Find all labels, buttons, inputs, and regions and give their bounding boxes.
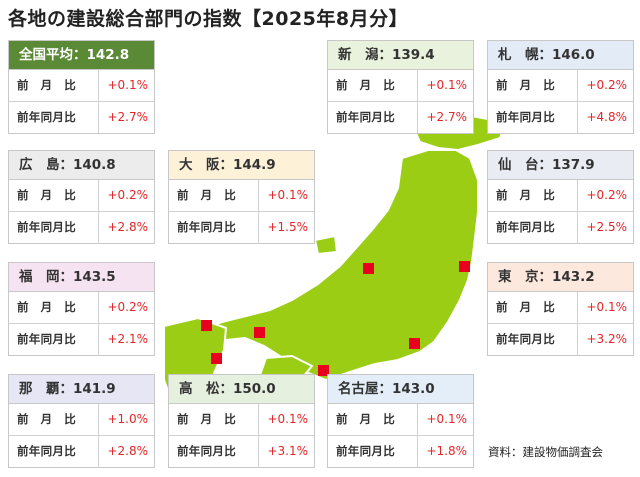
year-over-year-row: 前年同月比 +3.1% — [169, 436, 314, 467]
row-label: 前 月 比 — [9, 404, 99, 435]
year-over-year-row: 前年同月比 +2.1% — [9, 324, 154, 355]
change-value: +0.1% — [267, 412, 308, 426]
region-card-header: 新 潟：139.4 — [328, 41, 473, 70]
row-label: 前年同月比 — [488, 324, 578, 355]
city-marker-niigata — [363, 263, 374, 274]
region-card-header: 高 松：150.0 — [169, 375, 314, 404]
change-value: +4.8% — [586, 110, 627, 124]
city-marker-nagoya — [318, 365, 329, 376]
region-card-header: 全国平均：142.8 — [9, 41, 154, 70]
month-over-month-row: 前 月 比 +0.1% — [169, 180, 314, 212]
region-card-osaka: 大 阪：144.9 前 月 比 +0.1% 前年同月比 +1.5% — [168, 150, 315, 244]
month-over-month-row: 前 月 比 +0.1% — [328, 404, 473, 436]
region-card-header: 広 島：140.8 — [9, 151, 154, 180]
change-value: +0.1% — [426, 412, 467, 426]
region-card-fukuoka: 福 岡：143.5 前 月 比 +0.2% 前年同月比 +2.1% — [8, 262, 155, 356]
year-over-year-row: 前年同月比 +1.8% — [328, 436, 473, 467]
region-card-naha: 那 覇：141.9 前 月 比 +1.0% 前年同月比 +2.8% — [8, 374, 155, 468]
change-value: +2.1% — [107, 332, 148, 346]
month-over-month-row: 前 月 比 +1.0% — [9, 404, 154, 436]
region-card-header: 名古屋：143.0 — [328, 375, 473, 404]
change-value: +0.1% — [107, 78, 148, 92]
row-label: 前年同月比 — [488, 212, 578, 243]
row-label: 前年同月比 — [9, 102, 99, 133]
year-over-year-row: 前年同月比 +3.2% — [488, 324, 633, 355]
row-label: 前 月 比 — [488, 70, 578, 101]
row-label: 前 月 比 — [9, 70, 99, 101]
region-card-takamatsu: 高 松：150.0 前 月 比 +0.1% 前年同月比 +3.1% — [168, 374, 315, 468]
row-label: 前 月 比 — [169, 180, 259, 211]
change-value: +0.2% — [586, 78, 627, 92]
change-value: +2.7% — [426, 110, 467, 124]
city-marker-sapporo — [459, 261, 470, 272]
change-value: +0.2% — [586, 188, 627, 202]
month-over-month-row: 前 月 比 +0.1% — [169, 404, 314, 436]
row-label: 前年同月比 — [488, 102, 578, 133]
city-marker-tokyo — [409, 338, 420, 349]
year-over-year-row: 前年同月比 +2.5% — [488, 212, 633, 243]
row-label: 前年同月比 — [328, 436, 418, 467]
change-value: +0.1% — [426, 78, 467, 92]
change-value: +2.5% — [586, 220, 627, 234]
source-note: 資料：建設物価調査会 — [488, 445, 603, 459]
change-value: +2.8% — [107, 220, 148, 234]
city-marker-fukuoka — [211, 353, 222, 364]
change-value: +3.2% — [586, 332, 627, 346]
row-label: 前 月 比 — [328, 404, 418, 435]
year-over-year-row: 前年同月比 +2.7% — [9, 102, 154, 133]
region-card-header: 那 覇：141.9 — [9, 375, 154, 404]
change-value: +0.1% — [267, 188, 308, 202]
month-over-month-row: 前 月 比 +0.2% — [9, 292, 154, 324]
month-over-month-row: 前 月 比 +0.2% — [488, 180, 633, 212]
row-label: 前 月 比 — [9, 292, 99, 323]
sado-shape — [314, 235, 338, 255]
year-over-year-row: 前年同月比 +1.5% — [169, 212, 314, 243]
change-value: +0.1% — [586, 300, 627, 314]
region-card-hiroshima: 広 島：140.8 前 月 比 +0.2% 前年同月比 +2.8% — [8, 150, 155, 244]
change-value: +1.5% — [267, 220, 308, 234]
region-card-header: 大 阪：144.9 — [169, 151, 314, 180]
change-value: +1.0% — [107, 412, 148, 426]
city-marker-osaka — [254, 327, 265, 338]
year-over-year-row: 前年同月比 +4.8% — [488, 102, 633, 133]
region-card-tokyo: 東 京：143.2 前 月 比 +0.1% 前年同月比 +3.2% — [487, 262, 634, 356]
row-label: 前 月 比 — [488, 292, 578, 323]
row-label: 前年同月比 — [169, 212, 259, 243]
region-card-header: 東 京：143.2 — [488, 263, 633, 292]
change-value: +2.7% — [107, 110, 148, 124]
year-over-year-row: 前年同月比 +2.8% — [9, 436, 154, 467]
row-label: 前年同月比 — [9, 212, 99, 243]
city-marker-hiroshima — [201, 320, 212, 331]
region-card-header: 福 岡：143.5 — [9, 263, 154, 292]
row-label: 前 月 比 — [9, 180, 99, 211]
month-over-month-row: 前 月 比 +0.2% — [9, 180, 154, 212]
region-card-header: 札 幌：146.0 — [488, 41, 633, 70]
month-over-month-row: 前 月 比 +0.1% — [328, 70, 473, 102]
year-over-year-row: 前年同月比 +2.8% — [9, 212, 154, 243]
row-label: 前年同月比 — [9, 324, 99, 355]
region-card-nagoya: 名古屋：143.0 前 月 比 +0.1% 前年同月比 +1.8% — [327, 374, 474, 468]
region-card-niigata: 新 潟：139.4 前 月 比 +0.1% 前年同月比 +2.7% — [327, 40, 474, 134]
region-card-header: 仙 台：137.9 — [488, 151, 633, 180]
row-label: 前年同月比 — [9, 436, 99, 467]
year-over-year-row: 前年同月比 +2.7% — [328, 102, 473, 133]
month-over-month-row: 前 月 比 +0.1% — [488, 292, 633, 324]
month-over-month-row: 前 月 比 +0.2% — [488, 70, 633, 102]
region-card-sapporo: 札 幌：146.0 前 月 比 +0.2% 前年同月比 +4.8% — [487, 40, 634, 134]
month-over-month-row: 前 月 比 +0.1% — [9, 70, 154, 102]
change-value: +0.2% — [107, 188, 148, 202]
change-value: +0.2% — [107, 300, 148, 314]
row-label: 前 月 比 — [169, 404, 259, 435]
change-value: +2.8% — [107, 444, 148, 458]
row-label: 前年同月比 — [328, 102, 418, 133]
change-value: +3.1% — [267, 444, 308, 458]
page-title: 各地の建設総合部門の指数【2025年8月分】 — [8, 8, 409, 30]
row-label: 前 月 比 — [488, 180, 578, 211]
row-label: 前 月 比 — [328, 70, 418, 101]
row-label: 前年同月比 — [169, 436, 259, 467]
region-card-sendai: 仙 台：137.9 前 月 比 +0.2% 前年同月比 +2.5% — [487, 150, 634, 244]
change-value: +1.8% — [426, 444, 467, 458]
region-card-national: 全国平均：142.8 前 月 比 +0.1% 前年同月比 +2.7% — [8, 40, 155, 134]
